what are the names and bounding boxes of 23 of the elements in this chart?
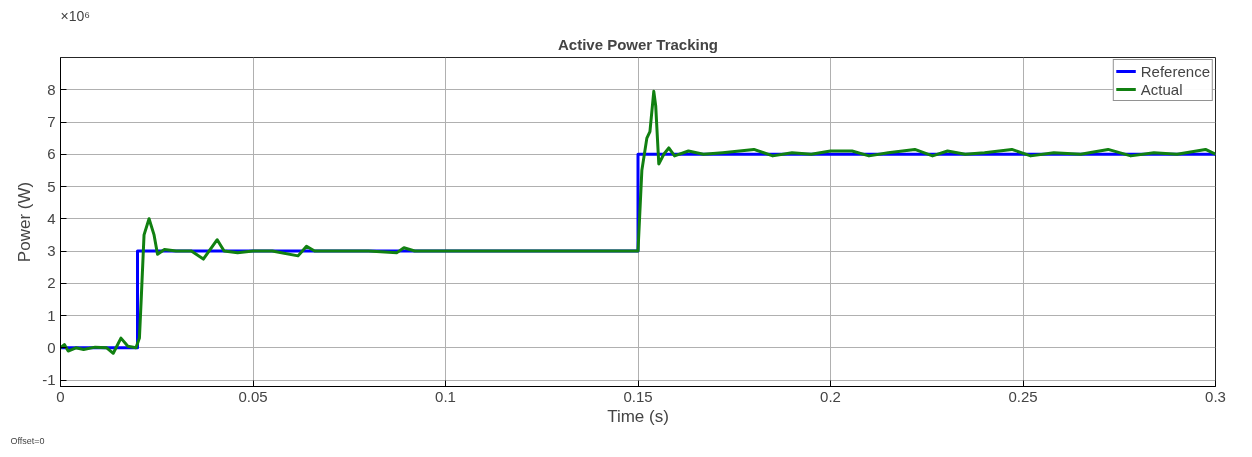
y-tick-label: 5 [47, 177, 56, 195]
y-tick-label: 7 [47, 113, 56, 131]
y-axis-title: Power (W) [15, 181, 35, 263]
y-tick-label: -1 [42, 371, 56, 389]
y-tick-label: 4 [47, 209, 56, 227]
y-tick-label: 1 [47, 306, 56, 324]
y-tick-label: 6 [47, 145, 56, 163]
x-tick-label: 0.1 [435, 387, 456, 405]
x-tick-label: 0.05 [238, 387, 268, 405]
y-tick-label: 8 [47, 80, 56, 98]
legend-label: Actual [1140, 80, 1183, 98]
x-tick-label: 0.3 [1205, 387, 1226, 405]
y-tick-label: 0 [47, 338, 56, 356]
chart-title: Active Power Tracking [557, 35, 719, 53]
x-axis-title: Time (s) [607, 406, 669, 426]
y-tick-label: 3 [47, 242, 56, 260]
text: ×10⁶ [60, 7, 91, 24]
x-tick-label: 0.15 [623, 387, 653, 405]
legend-label: Reference [1140, 62, 1210, 80]
x-tick-label: 0.2 [820, 387, 841, 405]
y-tick-label: 2 [47, 274, 56, 292]
x-tick-label: 0.25 [1008, 387, 1038, 405]
text: Offset=0 [10, 435, 45, 446]
